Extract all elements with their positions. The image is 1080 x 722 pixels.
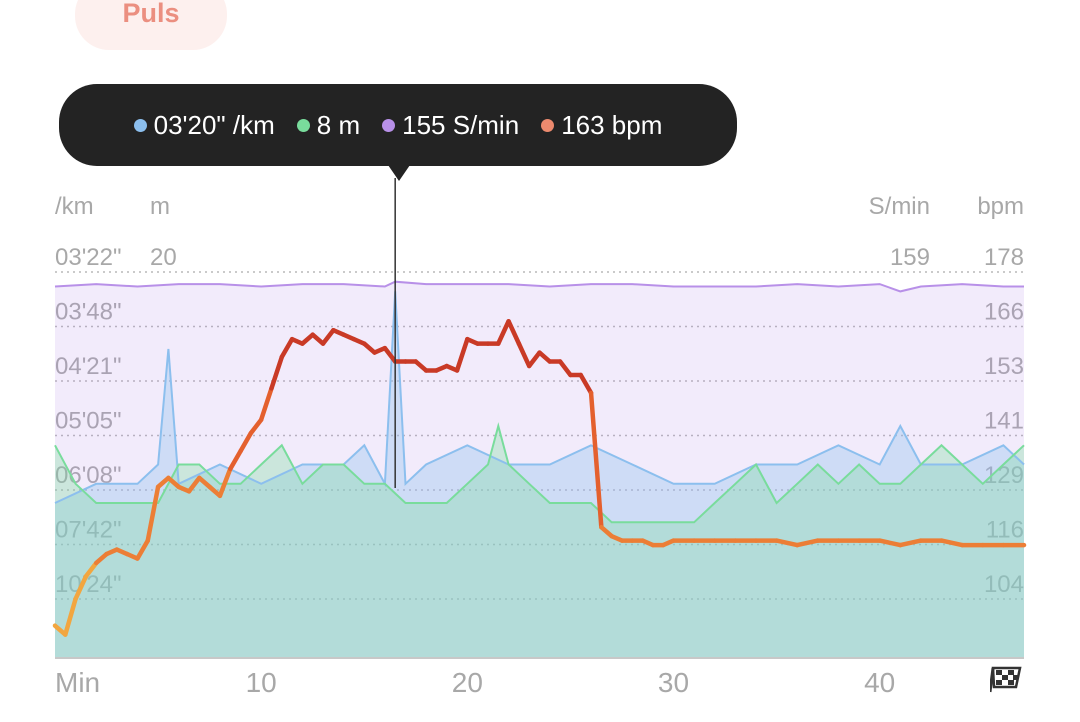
cadence-dot-icon (382, 118, 396, 132)
bpm-unit-label: bpm (977, 193, 1024, 220)
pace-area (55, 291, 1024, 657)
puls-filter-chip[interactable]: Puls (75, 0, 227, 50)
heart-rate-segment (258, 386, 274, 422)
heart-rate-segment (197, 475, 212, 490)
tooltip-item: 163 bpm (541, 110, 662, 141)
heart-rate-segment (898, 538, 924, 548)
heart-rate-segment (300, 332, 315, 346)
heart-rate-segment (93, 551, 109, 566)
pace-tick-label: 07'42" (55, 517, 122, 544)
heart-rate-segment (362, 341, 377, 355)
heart-rate-segment (588, 390, 604, 530)
heart-rate-segment (526, 350, 542, 369)
heart-rate-segment (73, 574, 89, 602)
cadence-line (54, 280, 1024, 293)
tooltip-value: 155 S/min (402, 109, 520, 140)
puls-chip-label: Puls (122, 0, 180, 28)
heart-rate-segment (516, 341, 532, 369)
pace-unit-label: /km (55, 193, 94, 220)
heart-rate-segment (774, 538, 800, 548)
heart-rate-segment (145, 484, 161, 543)
cadence-area (55, 281, 1024, 657)
x-tick-label: 30 (658, 667, 689, 698)
altitude-line (54, 422, 1025, 524)
tooltip-arrow (388, 165, 410, 181)
bpm-tick-label: 178 (984, 244, 1024, 271)
tooltip-value: 163 bpm (561, 109, 663, 140)
x-tick-label: 40 (864, 667, 895, 698)
tooltip-item: 8 m (296, 109, 361, 141)
heart-rate-segment (939, 538, 965, 548)
pace-tick-label: 05'05" (55, 408, 122, 435)
cadence-unit-label: S/min (869, 193, 930, 220)
heart-rate-segment (413, 359, 429, 373)
heart-rate-segment (599, 524, 614, 539)
heart-rate-segment (166, 475, 181, 490)
heart-rate-segment (382, 345, 398, 364)
heart-rate-segment (794, 538, 821, 548)
heart-rate-segment (320, 327, 336, 346)
altitude-tick-label: 20 (150, 244, 177, 271)
bpm-tick-label: 104 (984, 571, 1024, 598)
heart-rate-segment (506, 318, 522, 346)
heart-rate-segment (279, 336, 295, 360)
heart-rate-segment (63, 596, 78, 637)
heart-rate-segment (537, 350, 553, 364)
tooltip-value: 03'20" /km (153, 109, 275, 140)
x-tick-label: 20 (452, 667, 483, 698)
tooltip-value: 8 m (316, 109, 361, 140)
bpm-tick-label: 153 (984, 353, 1024, 380)
heart-rate-segment (454, 336, 470, 373)
heart-rate-segment (238, 430, 254, 454)
heart-rate-segment (83, 560, 99, 579)
heart-rate-segment (227, 448, 243, 472)
tooltip-item: 03'20" /km (133, 109, 275, 141)
pace-dot-icon (133, 118, 147, 132)
heart-rate-segment (496, 318, 511, 346)
heart-rate-segment (578, 372, 594, 396)
bpm-tick-label: 166 (984, 299, 1024, 326)
pace-line (54, 291, 1025, 504)
x-tick-label: 10 (246, 667, 277, 698)
heart-rate-segment (217, 466, 233, 499)
finish-flag-icon (990, 666, 1022, 693)
heart-rate-segment (135, 538, 151, 561)
heart-rate-dot-icon (541, 118, 555, 132)
altitude-unit-label: m (150, 193, 170, 220)
heart-rate-segment (877, 538, 903, 548)
pace-tick-label: 04'21" (55, 353, 122, 380)
heart-rate-segment (155, 475, 171, 490)
heart-rate-segment (310, 332, 326, 346)
altitude-dot-icon (296, 118, 310, 132)
heart-rate-segment (557, 359, 573, 378)
heart-rate-segment (269, 354, 285, 391)
cadence-tick-label: 159 (890, 244, 930, 271)
bpm-tick-label: 141 (984, 408, 1024, 435)
pace-tick-label: 03'22" (55, 244, 122, 271)
bpm-tick-label: 116 (986, 517, 1024, 544)
heart-rate-segment (248, 417, 264, 436)
pace-tick-label: 03'48" (55, 299, 122, 326)
chart-tooltip: 03'20" /km 8 m 155 S/min 163 bpm (59, 84, 737, 181)
heart-rate-segment (186, 475, 202, 494)
x-axis-label: Min (55, 667, 100, 698)
tooltip-item: 155 S/min (382, 110, 519, 141)
altitude-area (55, 426, 1024, 657)
